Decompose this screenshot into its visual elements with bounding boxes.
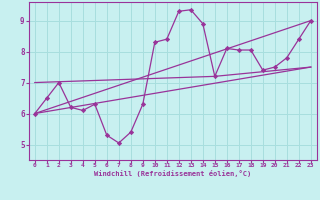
- X-axis label: Windchill (Refroidissement éolien,°C): Windchill (Refroidissement éolien,°C): [94, 170, 252, 177]
